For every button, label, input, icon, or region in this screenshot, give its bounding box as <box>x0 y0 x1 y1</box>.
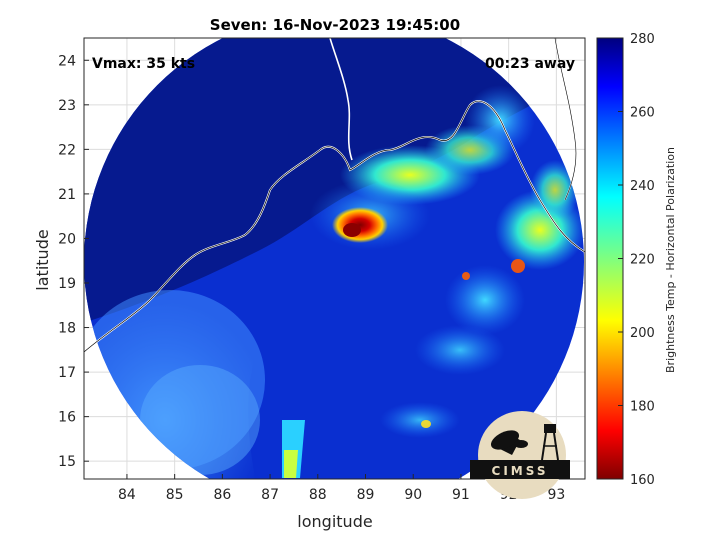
y-tick-label: 16 <box>58 410 76 426</box>
x-tick-label: 84 <box>118 487 136 503</box>
colorbar-tick-label: 280 <box>630 32 655 47</box>
colorbar-tick-label: 240 <box>630 179 655 194</box>
y-tick-label: 15 <box>58 454 76 470</box>
x-tick-label: 87 <box>261 487 279 503</box>
y-tick-label: 23 <box>58 98 76 114</box>
time-away-label: 00:23 away <box>485 56 575 72</box>
x-tick-label: 86 <box>213 487 231 503</box>
y-tick-label: 21 <box>58 187 76 203</box>
y-axis-label: latitude <box>33 229 52 290</box>
x-tick-label: 89 <box>357 487 375 503</box>
colorbar-label: Brightness Temp - Horizontal Polarizatio… <box>664 147 677 373</box>
data-swath <box>84 38 585 479</box>
colorbar-tick-label: 220 <box>630 253 655 268</box>
x-tick-label: 88 <box>309 487 327 503</box>
vmax-label: Vmax: 35 kts <box>92 56 195 72</box>
x-tick-label: 91 <box>452 487 470 503</box>
axes-frame <box>83 37 586 480</box>
colorbar-tick-label: 200 <box>630 326 655 341</box>
cimss-logo: CIMSS <box>470 411 570 499</box>
y-tick-label: 20 <box>58 231 76 247</box>
colorbar-tick-label: 160 <box>630 473 655 488</box>
chart-title: Seven: 16-Nov-2023 19:45:00 <box>210 16 460 34</box>
colorbar-tick-label: 180 <box>630 400 655 415</box>
x-tick-label: 93 <box>547 487 565 503</box>
x-tick-label: 90 <box>404 487 422 503</box>
x-axis-label: longitude <box>297 512 372 531</box>
y-tick-label: 17 <box>58 365 76 381</box>
colorbar-ticks: 280 260 240 220 200 180 160 <box>618 32 655 488</box>
y-tick-label: 24 <box>58 53 76 69</box>
colorbar-tick-label: 260 <box>630 106 655 121</box>
x-tick-label: 85 <box>166 487 184 503</box>
logo-text: CIMSS <box>492 464 549 478</box>
y-tick-label: 22 <box>58 142 76 158</box>
y-tick-label: 18 <box>58 321 76 337</box>
y-tick-label: 19 <box>58 276 76 292</box>
